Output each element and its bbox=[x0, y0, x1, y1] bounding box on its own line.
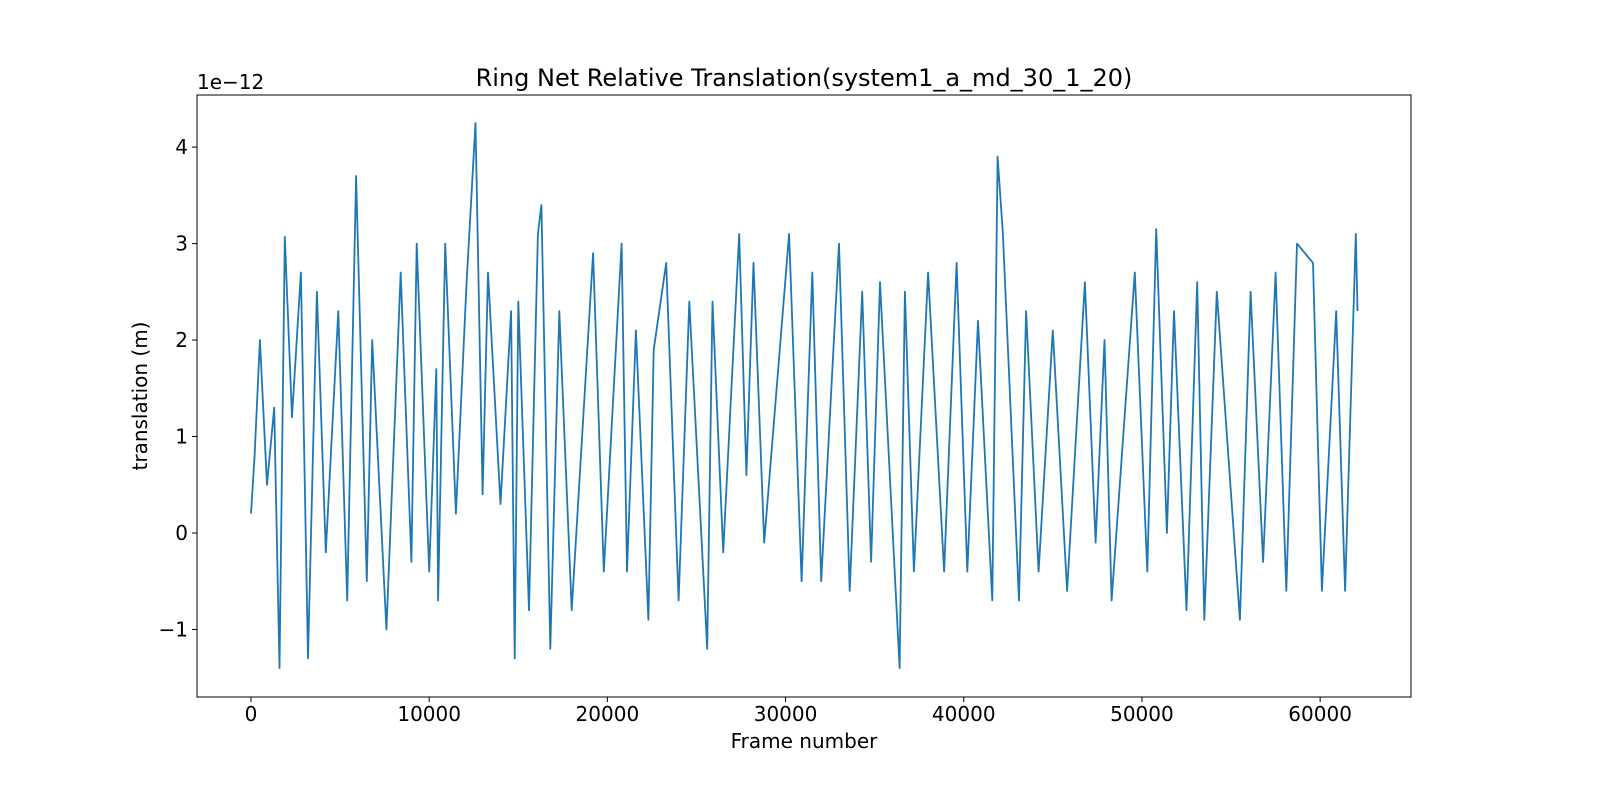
y-offset-label: 1e−12 bbox=[197, 70, 264, 94]
y-tick-label: 4 bbox=[175, 135, 188, 159]
y-tick-label: 3 bbox=[175, 232, 188, 256]
x-tick-label: 30000 bbox=[754, 702, 818, 726]
x-tick-label: 60000 bbox=[1288, 702, 1352, 726]
x-axis-label: Frame number bbox=[731, 729, 879, 753]
x-tick-label: 50000 bbox=[1110, 702, 1174, 726]
y-tick-label: 2 bbox=[175, 328, 188, 352]
x-tick-label: 20000 bbox=[576, 702, 640, 726]
chart-title: Ring Net Relative Translation(system1_a_… bbox=[476, 64, 1133, 92]
y-axis-label: translation (m) bbox=[128, 322, 152, 471]
plot-frame bbox=[196, 94, 1412, 698]
y-tick-label: −1 bbox=[159, 617, 188, 641]
x-tick-label: 10000 bbox=[397, 702, 461, 726]
x-tick-label: 40000 bbox=[932, 702, 996, 726]
data-line bbox=[250, 122, 1359, 669]
y-tick-label: 1 bbox=[175, 425, 188, 449]
y-tick-label: 0 bbox=[175, 521, 188, 545]
x-tick-label: 0 bbox=[245, 702, 258, 726]
